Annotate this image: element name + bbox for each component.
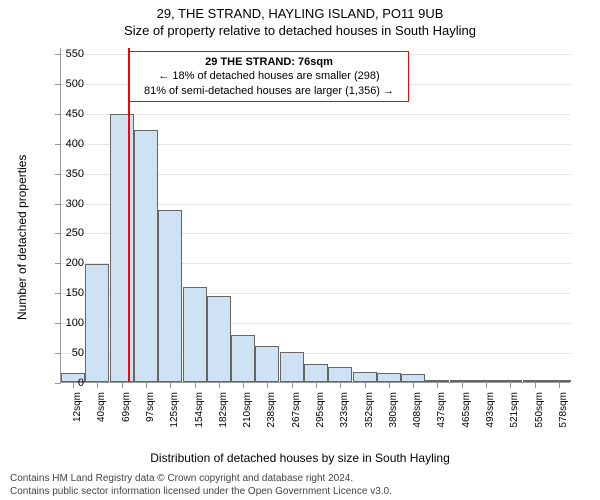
y-tick-label: 350 (44, 168, 84, 180)
y-tick-label: 550 (44, 48, 84, 60)
x-tick-label: 437sqm (436, 392, 447, 442)
annotation-box: 29 THE STRAND: 76sqm← 18% of detached ho… (129, 51, 409, 102)
bar (304, 364, 328, 382)
x-tick (559, 382, 560, 388)
x-tick-label: 40sqm (96, 392, 107, 442)
x-tick (219, 382, 220, 388)
bar (158, 210, 182, 382)
x-tick (243, 382, 244, 388)
chart-subtitle: Size of property relative to detached ho… (0, 21, 600, 38)
x-tick (535, 382, 536, 388)
x-tick (122, 382, 123, 388)
x-tick-label: 267sqm (291, 392, 302, 442)
x-tick-label: 154sqm (194, 392, 205, 442)
x-tick-label: 408sqm (412, 392, 423, 442)
bar (377, 373, 401, 382)
annotation-line2: 81% of semi-detached houses are larger (… (136, 84, 402, 98)
x-tick-label: 493sqm (485, 392, 496, 442)
x-tick-label: 323sqm (339, 392, 350, 442)
x-tick (389, 382, 390, 388)
y-tick-label: 0 (44, 377, 84, 389)
annotation-line1: ← 18% of detached houses are smaller (29… (136, 69, 402, 83)
y-tick-label: 250 (44, 227, 84, 239)
x-tick (365, 382, 366, 388)
chart-title: 29, THE STRAND, HAYLING ISLAND, PO11 9UB (0, 0, 600, 21)
bar (255, 346, 279, 382)
x-tick-label: 465sqm (461, 392, 472, 442)
bar (353, 372, 377, 382)
x-tick (170, 382, 171, 388)
property-size-chart: 29, THE STRAND, HAYLING ISLAND, PO11 9UB… (0, 0, 600, 500)
x-tick-label: 210sqm (242, 392, 253, 442)
y-tick-label: 300 (44, 198, 84, 210)
x-tick-label: 352sqm (364, 392, 375, 442)
x-tick (437, 382, 438, 388)
gridline (61, 114, 571, 115)
annotation-title: 29 THE STRAND: 76sqm (136, 55, 402, 69)
bar (328, 367, 352, 382)
x-tick (146, 382, 147, 388)
y-tick-label: 500 (44, 78, 84, 90)
x-tick-label: 12sqm (72, 392, 83, 442)
x-tick (195, 382, 196, 388)
bar (85, 264, 109, 382)
x-tick (486, 382, 487, 388)
x-tick-label: 69sqm (121, 392, 132, 442)
bar (207, 296, 231, 382)
bar (183, 287, 207, 382)
chart-footer: Contains HM Land Registry data © Crown c… (10, 472, 392, 498)
x-tick (292, 382, 293, 388)
y-tick-label: 400 (44, 138, 84, 150)
x-tick-label: 125sqm (169, 392, 180, 442)
x-tick-label: 578sqm (558, 392, 569, 442)
bar (231, 335, 255, 382)
bar (134, 130, 158, 382)
x-tick-label: 238sqm (266, 392, 277, 442)
x-tick (510, 382, 511, 388)
x-tick (316, 382, 317, 388)
x-tick-label: 97sqm (145, 392, 156, 442)
y-tick-label: 450 (44, 108, 84, 120)
bar (110, 114, 134, 382)
plot-area: 29 THE STRAND: 76sqm← 18% of detached ho… (60, 48, 570, 383)
y-axis-label: Number of detached properties (15, 155, 29, 320)
x-tick (267, 382, 268, 388)
y-tick-label: 50 (44, 347, 84, 359)
bar (280, 352, 304, 382)
bar (401, 374, 425, 382)
footer-line2: Contains public sector information licen… (10, 485, 392, 498)
x-tick-label: 380sqm (388, 392, 399, 442)
y-tick-label: 150 (44, 287, 84, 299)
y-tick-label: 100 (44, 317, 84, 329)
x-tick (97, 382, 98, 388)
x-tick-label: 550sqm (534, 392, 545, 442)
x-tick-label: 521sqm (509, 392, 520, 442)
x-tick (340, 382, 341, 388)
x-tick-label: 182sqm (218, 392, 229, 442)
x-tick-label: 295sqm (315, 392, 326, 442)
x-tick (462, 382, 463, 388)
footer-line1: Contains HM Land Registry data © Crown c… (10, 472, 392, 485)
x-tick (413, 382, 414, 388)
x-axis-label: Distribution of detached houses by size … (0, 451, 600, 465)
y-tick-label: 200 (44, 257, 84, 269)
